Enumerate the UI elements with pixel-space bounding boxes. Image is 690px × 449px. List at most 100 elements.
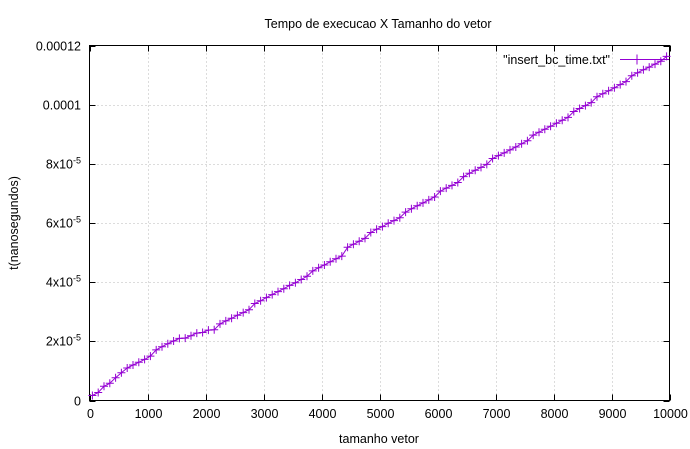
data-point [198, 328, 207, 337]
legend: "insert_bc_time.txt" [503, 53, 669, 67]
data-point [129, 361, 137, 369]
data-point [372, 225, 381, 234]
y-tick-label: 2x10-5 [46, 333, 81, 349]
data-point [233, 311, 242, 320]
data-point [343, 243, 352, 252]
data-point [216, 319, 224, 328]
data-point [616, 80, 625, 89]
x-tick-label: 1000 [135, 407, 163, 421]
data-point [221, 316, 230, 325]
y-axis-label: t(nanosegundos) [7, 176, 21, 270]
data-point [430, 193, 439, 201]
data-point [413, 201, 422, 210]
data-point [262, 293, 271, 302]
data-point [645, 63, 654, 72]
data-point [279, 284, 288, 293]
data-point [88, 391, 97, 400]
data-point [587, 98, 596, 107]
data-point [297, 275, 306, 284]
x-tick-label: 6000 [425, 407, 453, 421]
data-point [529, 131, 538, 140]
y-tick-label: 4x10-5 [46, 274, 81, 290]
data-point [326, 257, 335, 266]
data-point [535, 128, 543, 137]
data-point [488, 154, 497, 163]
data-point [419, 198, 427, 207]
data-point [500, 148, 509, 157]
x-tick-label: 8000 [541, 407, 569, 421]
data-point [378, 222, 387, 231]
legend-label: "insert_bc_time.txt" [503, 53, 610, 67]
data-point [227, 314, 236, 323]
data-point [558, 116, 567, 125]
data-point [442, 184, 451, 193]
data-point [471, 166, 480, 175]
chart-title: Tempo de execucao X Tamanho do vetor [265, 17, 492, 31]
data-point [291, 278, 300, 287]
data-point [552, 119, 561, 128]
data-point [523, 136, 532, 145]
data-point [384, 219, 393, 228]
data-point [604, 86, 613, 95]
data-point [511, 143, 520, 151]
data-point [274, 287, 282, 296]
data-point [285, 281, 294, 290]
data-point [146, 352, 155, 361]
data-point [349, 240, 358, 249]
data-point [320, 261, 329, 269]
legend-marker [632, 54, 642, 65]
data-point [424, 195, 433, 204]
data-point [395, 213, 404, 222]
data-point [361, 234, 369, 243]
data-point [140, 355, 149, 364]
data-point [593, 92, 601, 101]
data-point [569, 107, 578, 116]
data-point [314, 263, 323, 272]
data-point [448, 181, 456, 190]
data-point [117, 368, 126, 377]
grid [89, 45, 670, 401]
data-point [506, 145, 514, 154]
data-point [355, 237, 364, 246]
data-point [581, 101, 590, 110]
data-point [245, 305, 253, 314]
data-point [517, 139, 526, 148]
data-point [598, 89, 607, 98]
data-point [94, 388, 103, 397]
data-point [390, 216, 398, 225]
data-point [337, 252, 346, 261]
data-point [158, 342, 166, 351]
data-point [540, 125, 549, 134]
y-tick-label: 0.0001 [43, 99, 81, 113]
data-point [407, 204, 416, 213]
y-tick-label: 0 [74, 395, 81, 409]
y-tick-label: 6x10-5 [46, 215, 81, 231]
data-point [268, 290, 277, 299]
data-point [303, 272, 311, 281]
data-point [401, 208, 410, 217]
data-point [651, 60, 659, 69]
x-tick-label: 7000 [483, 407, 511, 421]
data-point [482, 160, 491, 169]
y-tick-label: 8x10-5 [46, 156, 81, 172]
data-point [152, 345, 161, 354]
data-point [436, 187, 445, 196]
data-point [239, 308, 248, 317]
x-tick-label: 9000 [599, 407, 627, 421]
data-point [366, 228, 375, 237]
data-point [332, 254, 340, 263]
x-tick-label: 4000 [309, 407, 337, 421]
x-tick-label: 5000 [367, 407, 395, 421]
data-point [656, 57, 665, 66]
data-point [546, 122, 555, 131]
data-point [163, 339, 172, 348]
data-point [494, 151, 503, 160]
data-point [564, 113, 572, 122]
data-point [308, 266, 317, 275]
data-point [187, 331, 195, 340]
data-point [627, 71, 636, 80]
data-point [250, 299, 259, 308]
data-point [100, 382, 108, 391]
data-point [622, 77, 630, 86]
